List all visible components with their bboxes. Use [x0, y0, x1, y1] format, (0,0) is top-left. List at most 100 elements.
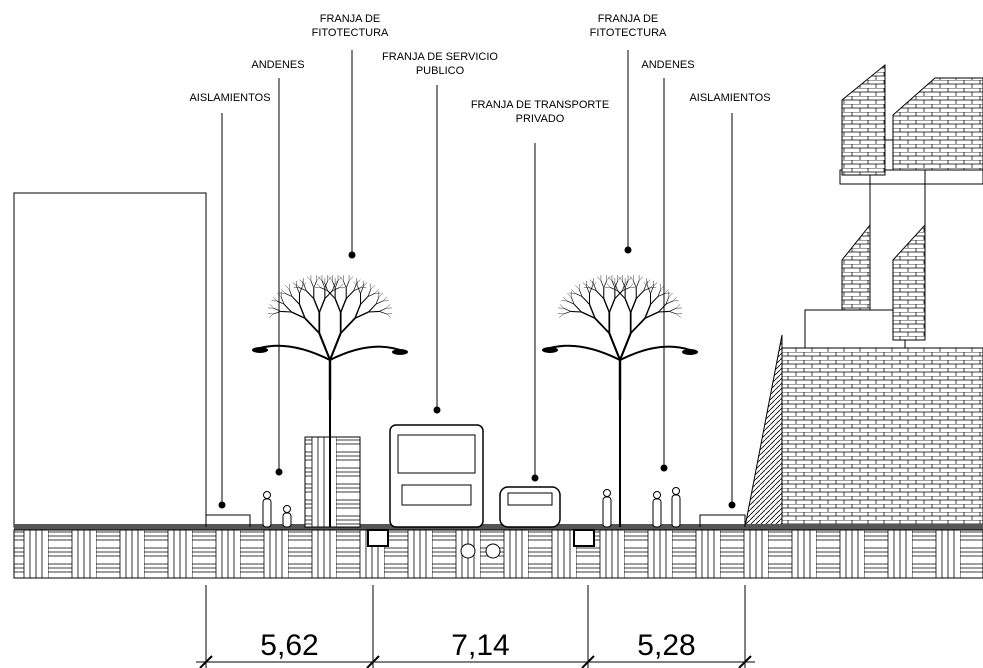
branch — [284, 304, 291, 312]
branch — [311, 281, 314, 288]
branch — [379, 311, 386, 314]
branch — [631, 318, 645, 333]
branch — [358, 286, 361, 293]
label-text: FRANJA DE — [320, 13, 381, 25]
street-section: AISLAMIENTOS ANDENES FRANJA DE FITOTECTURA F… — [0, 0, 983, 668]
branch — [300, 280, 304, 284]
branch — [273, 311, 280, 314]
brick-wall — [782, 348, 983, 527]
dimension-text: 5,28 — [637, 629, 695, 662]
lamp-head — [682, 349, 698, 355]
branch — [346, 291, 353, 299]
lamp-head — [542, 347, 558, 353]
leader-dot — [276, 469, 283, 476]
label-text: ANDENES — [251, 59, 304, 71]
branch — [596, 291, 603, 299]
label-text: ANDENES — [641, 59, 694, 71]
label-text: FITOTECTURA — [312, 27, 389, 39]
branch — [341, 318, 355, 333]
branch — [589, 286, 592, 293]
label-text: AISLAMIENTOS — [689, 92, 770, 104]
branch — [604, 281, 607, 288]
bus-grille — [402, 485, 471, 505]
branch — [341, 299, 347, 313]
branch — [356, 280, 360, 284]
building-block — [805, 310, 905, 348]
branch — [629, 284, 633, 288]
branch — [567, 293, 571, 297]
branch — [346, 281, 349, 288]
branch — [597, 277, 601, 281]
pipe — [486, 544, 500, 558]
branch — [299, 286, 302, 293]
branch — [317, 284, 321, 288]
branch — [563, 311, 570, 314]
branch — [618, 277, 622, 281]
branch — [646, 280, 650, 284]
branch — [328, 277, 332, 281]
branch — [574, 304, 581, 312]
branch — [335, 281, 338, 288]
branch — [269, 314, 273, 318]
person-head — [284, 506, 291, 513]
branch — [306, 291, 313, 299]
leader-dot — [532, 475, 539, 482]
label-text: FITOTECTURA — [590, 27, 667, 39]
branch — [677, 314, 681, 318]
branch — [636, 291, 643, 299]
branch — [669, 293, 673, 297]
car-window — [508, 493, 552, 505]
branch — [676, 304, 680, 308]
building-left — [14, 193, 206, 527]
kiosk — [305, 437, 360, 527]
person-body — [672, 495, 680, 527]
branch — [343, 281, 346, 288]
branch — [379, 293, 383, 297]
label-text: FRANJA DE — [598, 13, 659, 25]
branch — [383, 297, 387, 301]
branch — [582, 297, 589, 305]
branch — [369, 311, 380, 312]
ground-line — [14, 524, 983, 530]
pipe — [461, 544, 475, 558]
bus-window — [398, 435, 475, 473]
branch — [335, 299, 341, 313]
label-text: PRIVADO — [516, 113, 565, 125]
branch — [665, 289, 669, 293]
branch — [281, 289, 285, 293]
branch — [292, 297, 299, 305]
branch — [379, 308, 386, 311]
branch — [285, 285, 289, 289]
branch — [274, 308, 281, 311]
branch — [625, 299, 631, 313]
person-head — [264, 492, 271, 499]
branch — [375, 289, 379, 293]
branch — [281, 311, 292, 312]
lamp-head — [392, 349, 408, 355]
facade — [893, 225, 925, 340]
leader-dot — [729, 502, 736, 509]
branch — [673, 297, 677, 301]
person-head — [604, 490, 611, 497]
branch — [669, 311, 676, 314]
branch — [305, 318, 319, 333]
branch — [273, 297, 277, 301]
branch — [631, 299, 637, 313]
drain — [368, 530, 388, 546]
person-head — [673, 488, 680, 495]
branch — [571, 289, 575, 293]
branch — [270, 304, 274, 308]
branch — [319, 299, 325, 313]
branch — [604, 299, 610, 313]
dimension-text: 5,62 — [260, 629, 318, 662]
branch — [361, 297, 368, 305]
leader-dot — [434, 407, 441, 414]
slope — [745, 335, 782, 527]
branch — [595, 318, 609, 333]
branch — [349, 277, 353, 281]
branch — [314, 281, 317, 288]
branch — [371, 285, 375, 289]
branch — [625, 281, 628, 288]
facade — [842, 225, 870, 310]
branch — [560, 304, 564, 308]
